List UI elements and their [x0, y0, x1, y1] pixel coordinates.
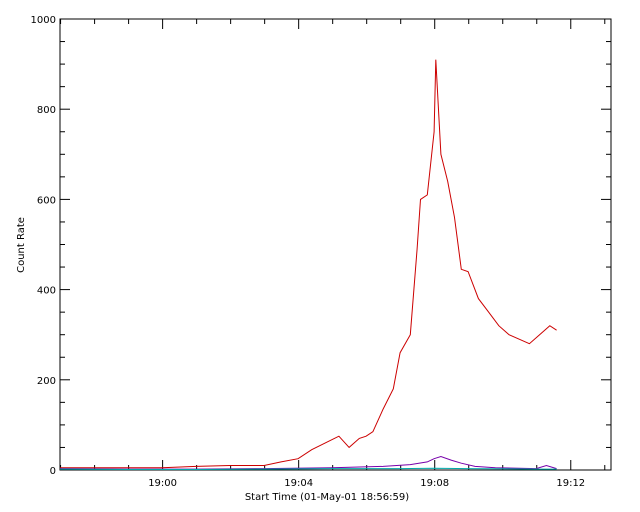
- x-axis-label: Start Time (01-May-01 18:56:59): [245, 492, 409, 503]
- y-tick-label: 200: [37, 376, 56, 387]
- series-line-2: [59, 467, 557, 470]
- x-tick-label: 19:00: [148, 478, 177, 489]
- y-tick-label: 0: [50, 466, 56, 477]
- plot-frame: [59, 18, 612, 471]
- x-tick-label: 19:04: [284, 478, 313, 489]
- x-tick-label: 19:12: [556, 478, 585, 489]
- y-axis-label: Count Rate: [16, 217, 27, 273]
- ticks-layer: 0 200 400 600 800 1000 19:00 19:04 19:08 19:12: [31, 15, 611, 489]
- y-tick-label: 400: [37, 286, 56, 297]
- y-tick-label: 800: [37, 105, 56, 116]
- y-tick-label: 600: [37, 195, 56, 206]
- y-tick-label: 1000: [31, 15, 56, 26]
- x-tick-label: 19:08: [420, 478, 449, 489]
- series-line-0: [60, 59, 557, 469]
- series-layer: [59, 59, 557, 470]
